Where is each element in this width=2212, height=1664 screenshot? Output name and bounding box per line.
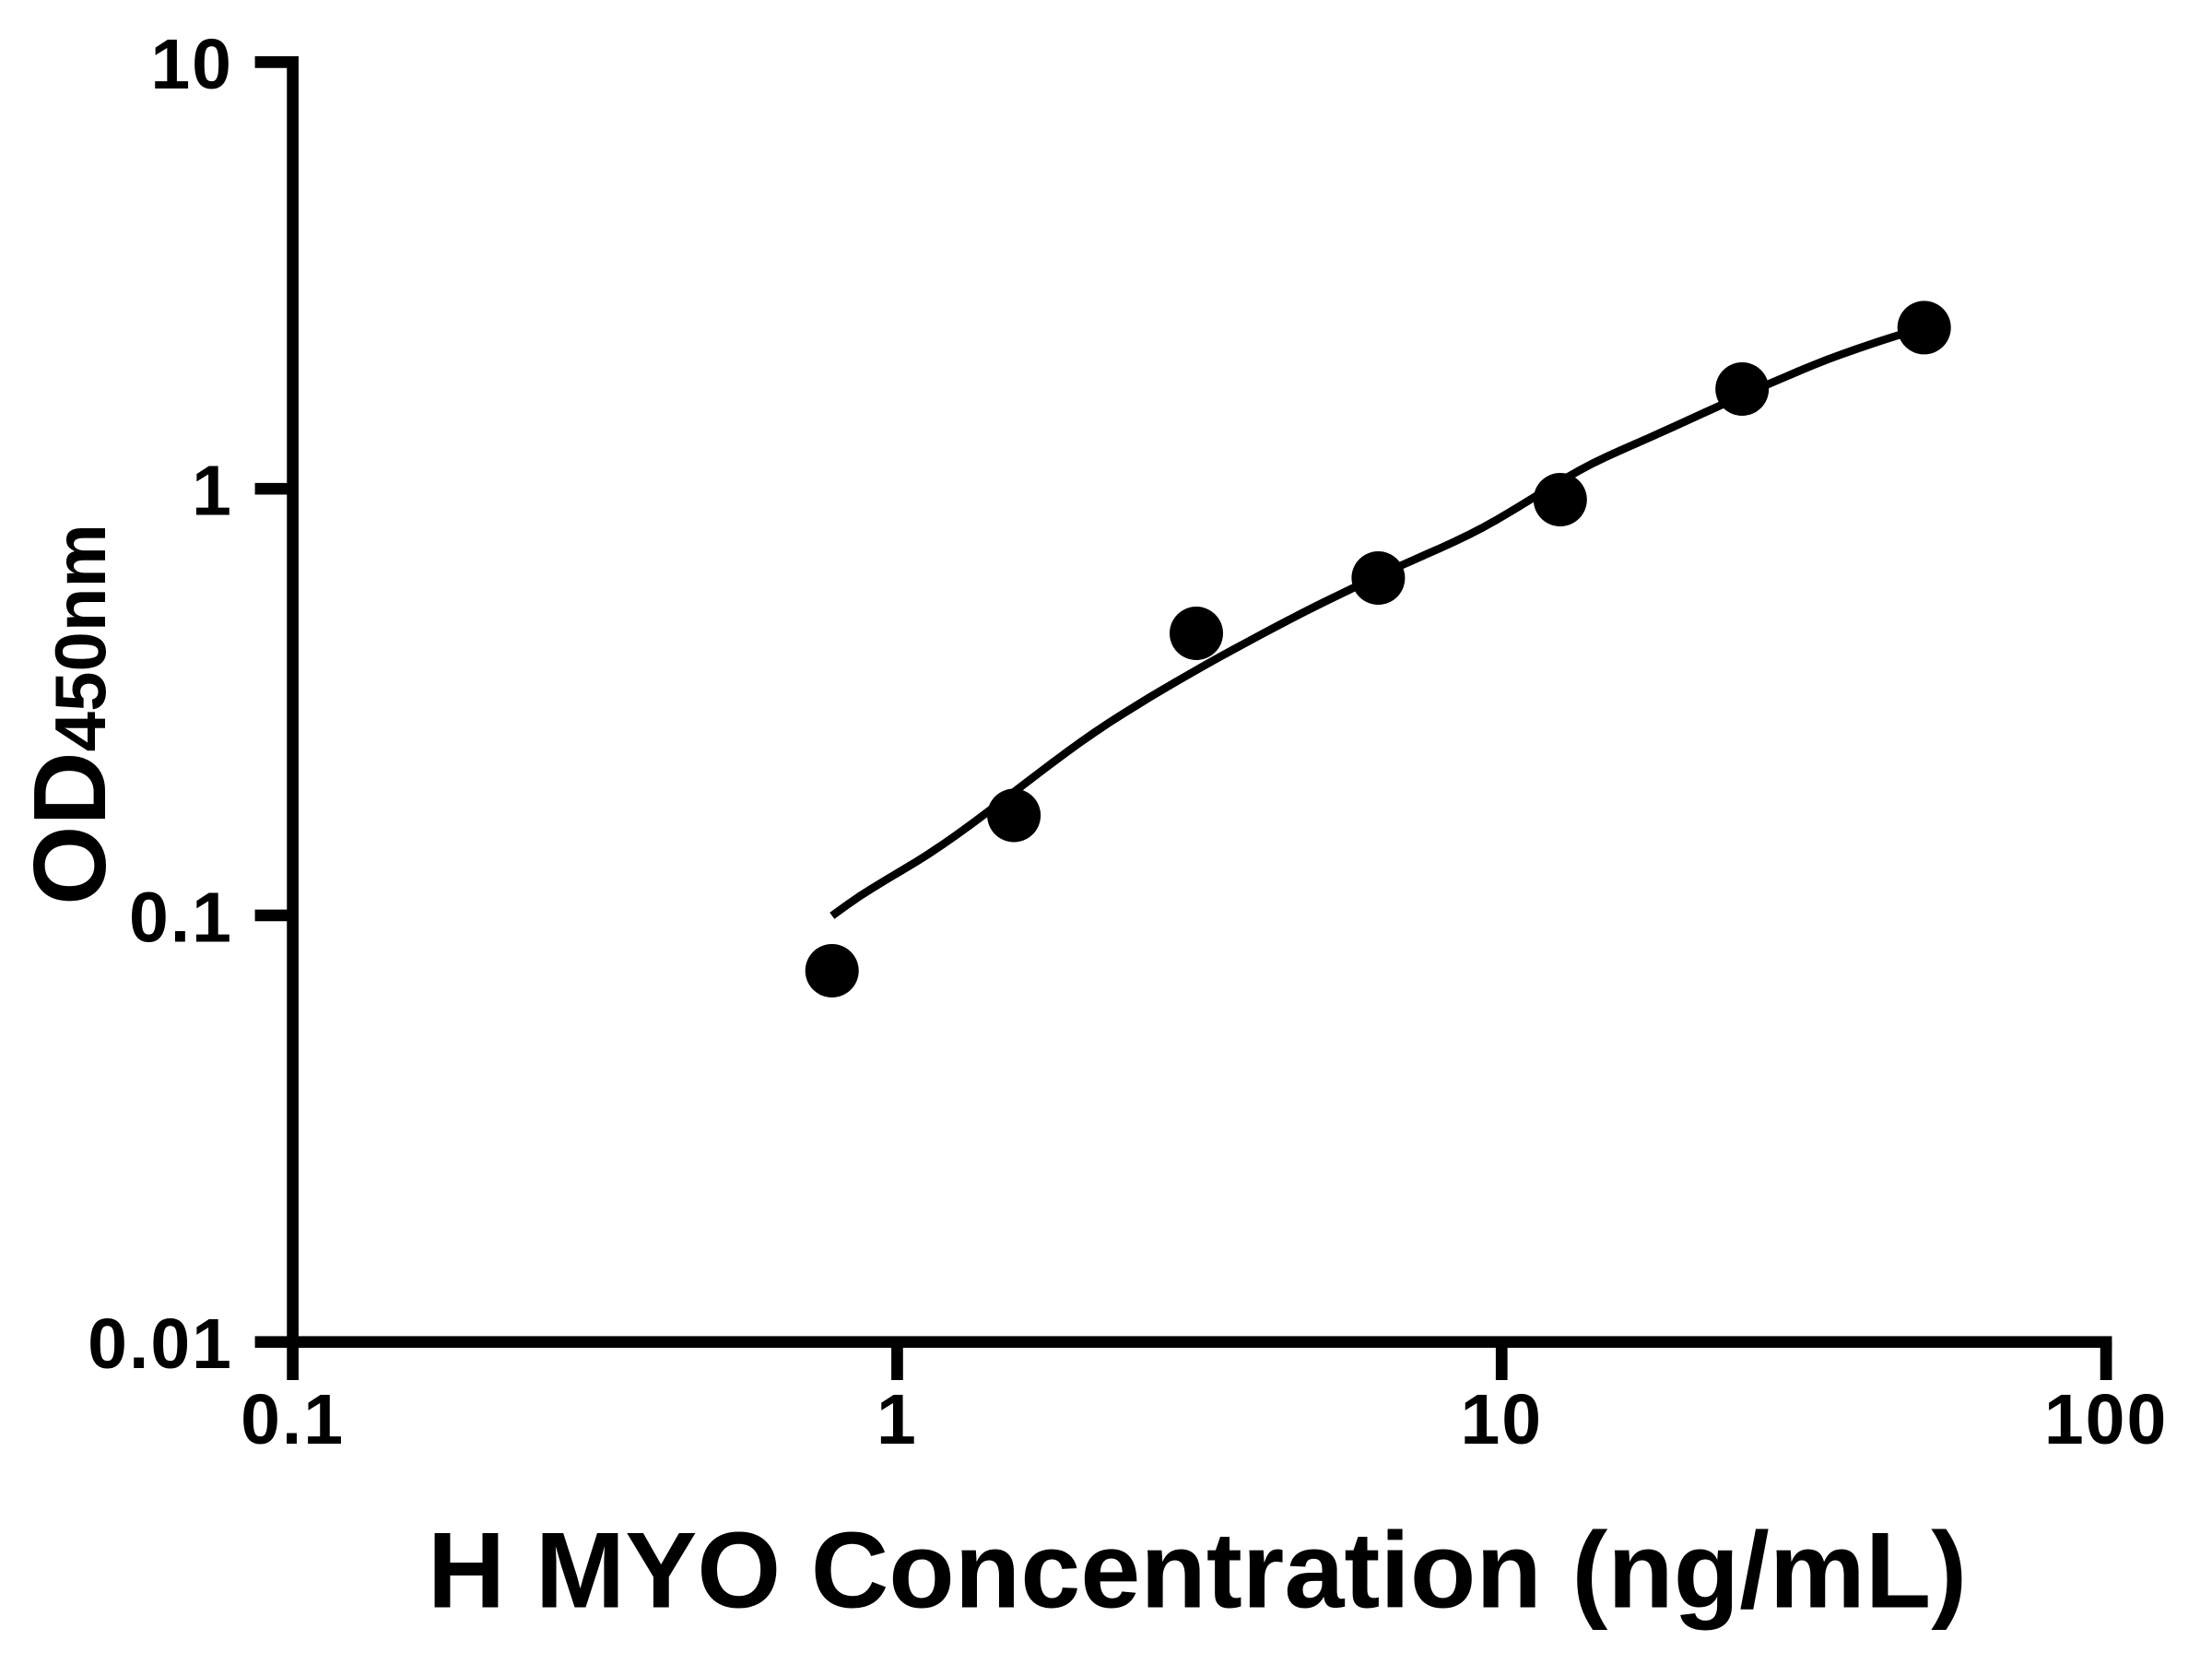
svg-text:10: 10 xyxy=(150,25,233,104)
svg-text:10: 10 xyxy=(1460,1380,1543,1459)
svg-text:1: 1 xyxy=(877,1380,918,1459)
svg-text:1: 1 xyxy=(192,452,233,531)
svg-text:0.1: 0.1 xyxy=(129,878,233,957)
svg-text:100: 100 xyxy=(2044,1380,2168,1459)
svg-text:H MYO Concentration (ng/mL): H MYO Concentration (ng/mL) xyxy=(428,1510,1967,1631)
svg-text:0.1: 0.1 xyxy=(241,1380,345,1459)
svg-text:0.01: 0.01 xyxy=(88,1304,233,1384)
